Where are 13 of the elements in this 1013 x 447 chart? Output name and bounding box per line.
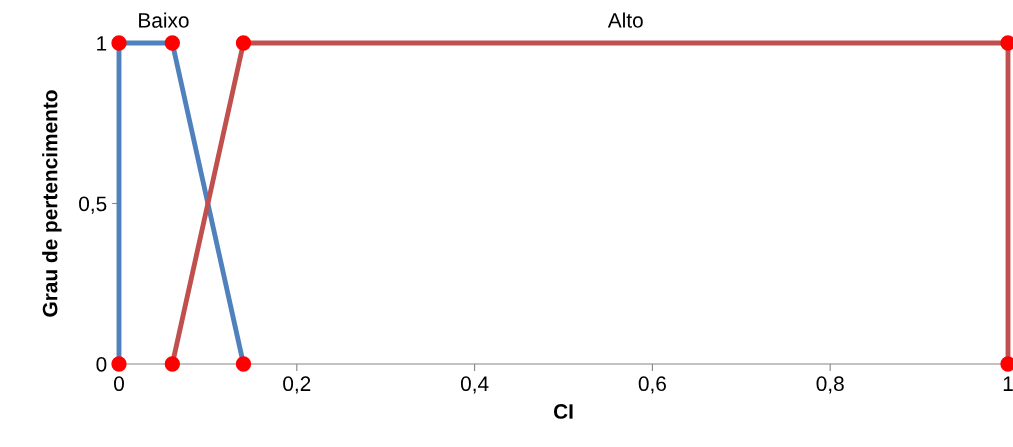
y-axis-title: Grau de pertencimento [42, 90, 62, 317]
x-tick-label: 1 [1003, 376, 1013, 391]
annotation: Alto [607, 12, 643, 28]
y-tick-label: 0 [96, 357, 107, 372]
y-tick-label: 0,5 [79, 196, 107, 214]
y-tick-label: 1 [97, 36, 107, 51]
x-tick-label: 0,4 [460, 376, 489, 394]
x-tick-label: 0,2 [283, 376, 311, 394]
x-tick-label: 0,8 [816, 376, 844, 394]
x-axis-title: CI [553, 404, 573, 419]
x-tick-label: 0 [114, 376, 124, 392]
x-tick-label: 0,6 [638, 376, 666, 394]
annotation: Baixo [139, 12, 189, 28]
